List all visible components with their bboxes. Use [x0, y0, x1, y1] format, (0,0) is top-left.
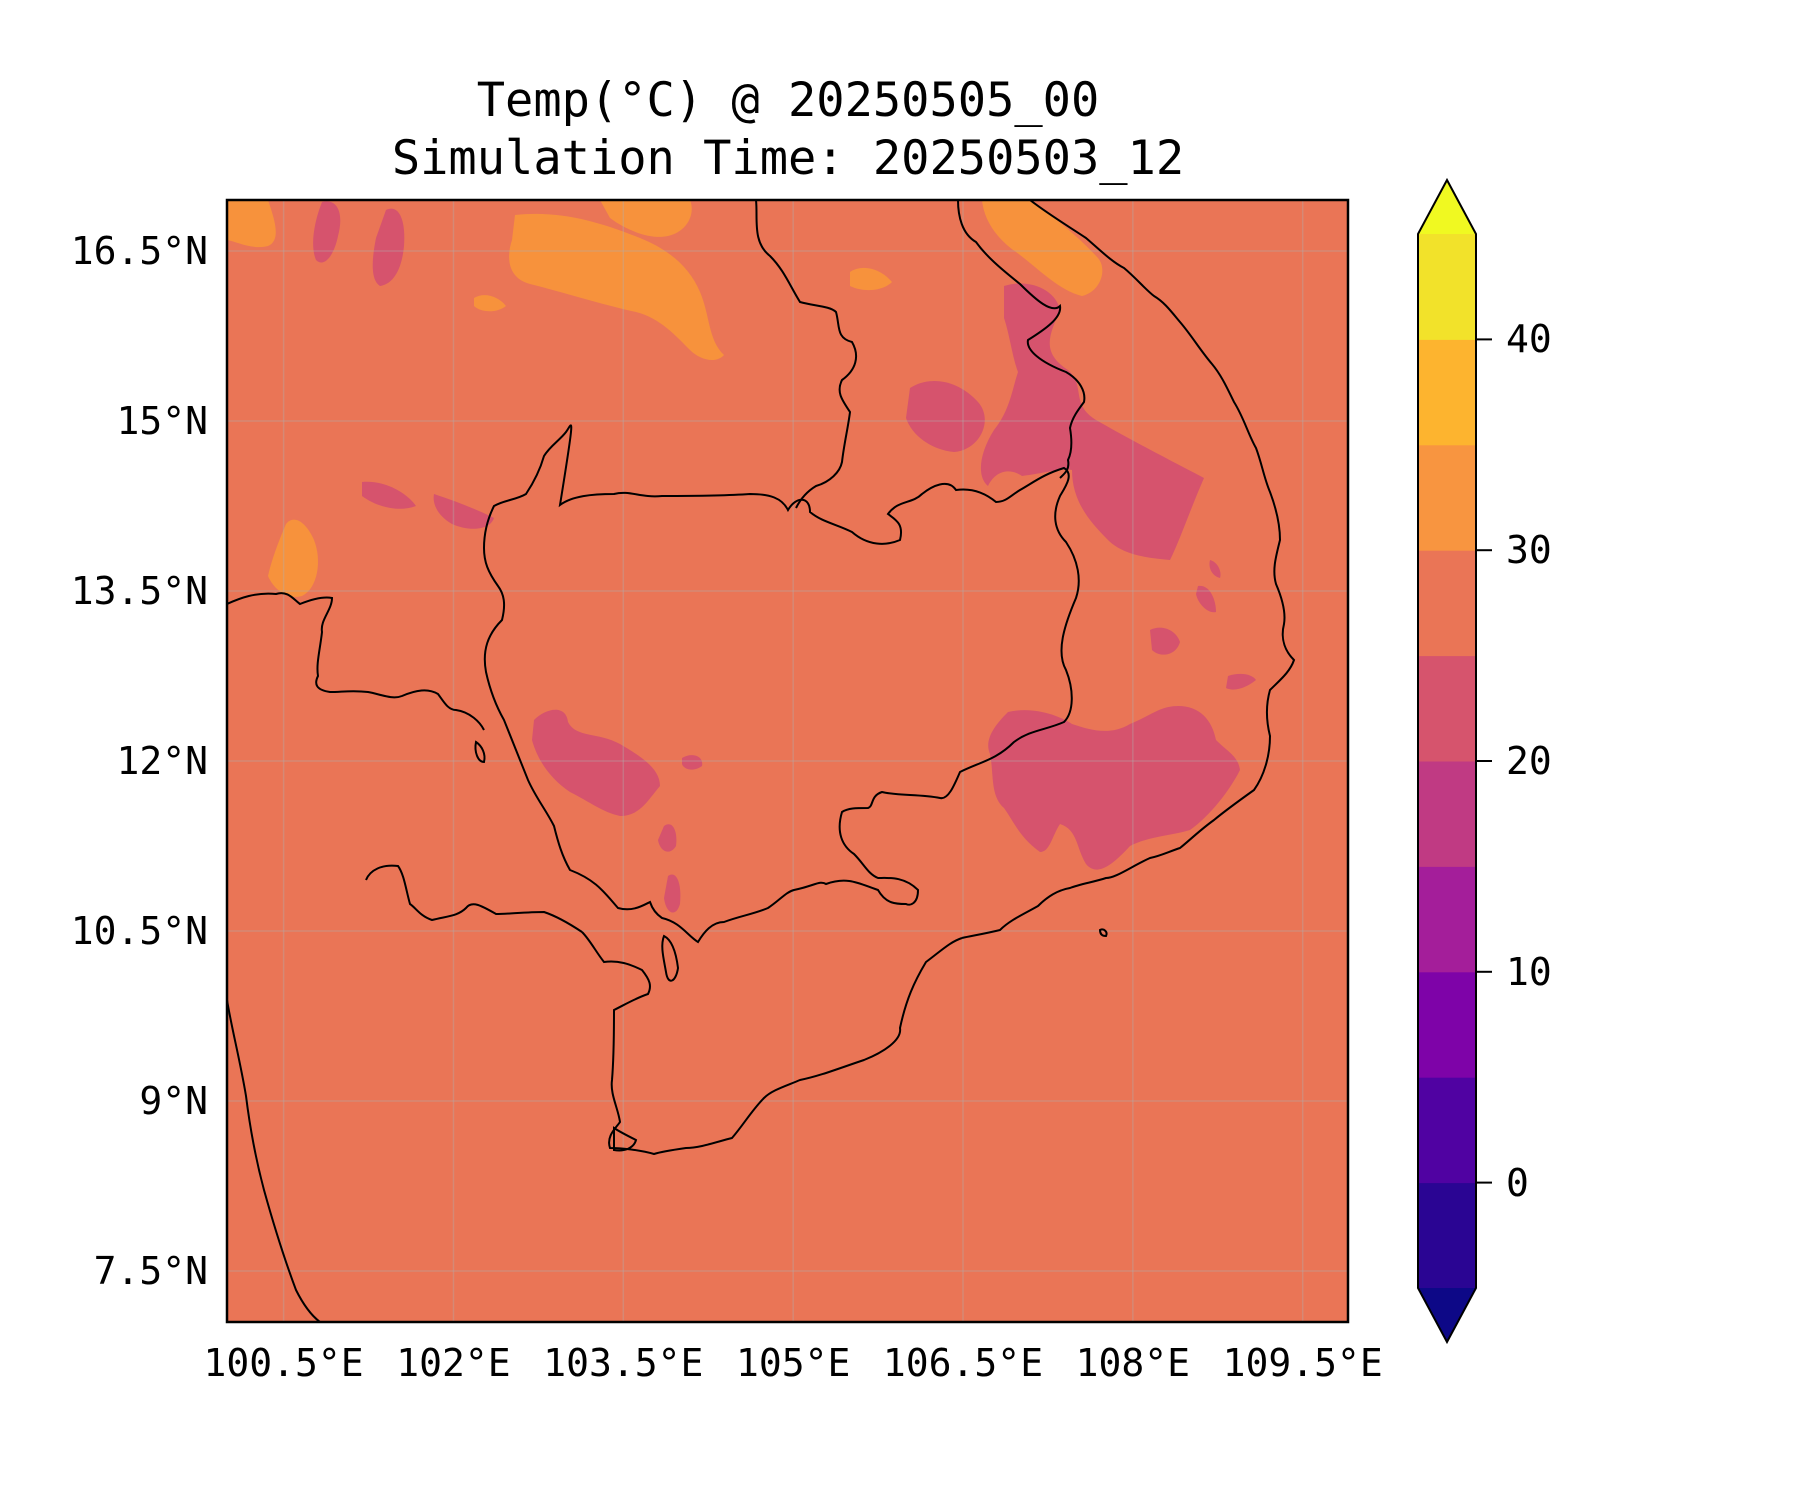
lat-tick-label: 7.5°N	[93, 1249, 208, 1293]
cool-region-small-g	[1209, 560, 1221, 578]
thailand-west-border	[227, 592, 485, 731]
colorbar-extend-max	[1418, 180, 1476, 234]
lat-tick-label: 15°N	[116, 399, 208, 443]
island-con-dao	[1098, 928, 1108, 938]
lat-tick-label: 12°N	[116, 739, 208, 783]
colorbar-bin-4	[1418, 761, 1476, 867]
cool-region-small-d	[1150, 627, 1180, 655]
warm-region-north-central	[509, 213, 724, 361]
lon-tick-label: 109.5°E	[1222, 1341, 1383, 1385]
warm-region-west	[268, 519, 318, 597]
colorbar-tick-label: 20	[1506, 739, 1552, 783]
warm-region-small-1	[850, 267, 892, 291]
colorbar-bin-6	[1418, 550, 1476, 657]
colorbar	[1417, 177, 1492, 1345]
colorbar-bin-7	[1418, 444, 1476, 551]
warm-region-northeast-coast	[982, 200, 1103, 296]
thailand-laos-border	[755, 200, 858, 509]
lon-tick-label: 108°E	[1075, 1341, 1191, 1385]
mekong-delta-coast	[581, 931, 963, 1156]
colorbar-bin-9	[1418, 234, 1476, 340]
cool-region-west-1	[362, 481, 416, 509]
colorbar-bin-5	[1418, 655, 1476, 762]
warm-region-north-top	[600, 200, 692, 237]
cool-region-northeast	[980, 283, 1204, 560]
warm-region-northwest	[227, 200, 276, 248]
colorbar-bin-0	[1418, 1182, 1476, 1289]
map-subtitle: Simulation Time: 20250503_12	[391, 131, 1185, 186]
lon-tick-label: 100.5°E	[203, 1341, 364, 1385]
island-phu-quoc	[613, 1126, 638, 1152]
colorbar-tick-label: 40	[1506, 317, 1552, 362]
coastlines-and-borders	[227, 200, 1296, 1322]
lat-tick-label: 10.5°N	[70, 909, 208, 953]
cool-region-small-c	[682, 755, 703, 770]
cool-region-north-1	[372, 208, 405, 286]
cool-regions	[313, 201, 1256, 913]
vietnam-coast	[961, 200, 1296, 939]
cool-region-small-f	[1226, 673, 1256, 690]
cambodia-border	[482, 424, 1080, 944]
warm-region-small-2	[474, 295, 506, 312]
map-frame	[225, 198, 1350, 1324]
colorbar-tick-label: 10	[1506, 949, 1552, 994]
cool-region-small-a	[658, 824, 677, 852]
cool-region-small-b	[664, 874, 681, 913]
lon-tick-label: 106.5°E	[882, 1341, 1044, 1385]
colorbar-tick-label: 30	[1506, 528, 1552, 573]
colorbar-outline	[1417, 177, 1477, 1345]
lon-tick-label: 103.5°E	[543, 1341, 704, 1385]
island-koh-kong	[474, 740, 486, 764]
gridlines	[227, 200, 1348, 1322]
colorbar-bin-8	[1418, 339, 1476, 446]
cool-region-south-central-highlands	[988, 706, 1240, 870]
lat-tick-label: 9°N	[139, 1079, 208, 1123]
lon-tick-label: 105°E	[735, 1341, 851, 1385]
lat-tick-label: 13.5°N	[70, 569, 208, 613]
cool-region-north-east-inner	[906, 380, 985, 452]
island-south	[661, 934, 680, 982]
cool-region-west-2	[433, 494, 494, 529]
thailand-peninsula-coast	[227, 999, 321, 1322]
colorbar-tick-label: 0	[1506, 1160, 1529, 1205]
laos-vietnam-border	[957, 200, 1086, 479]
cool-region-north-2	[313, 201, 341, 263]
colorbar-bin-2	[1418, 971, 1476, 1078]
gulf-of-thailand-coast	[365, 864, 583, 933]
cool-region-cambodia-west	[532, 709, 660, 816]
cool-region-small-e	[1196, 585, 1216, 613]
lat-tick-label: 16.5°N	[70, 229, 208, 273]
colorbar-bin-1	[1418, 1077, 1476, 1184]
lon-tick-label: 102°E	[396, 1341, 511, 1385]
warm-regions	[227, 200, 1103, 597]
colorbar-bin-3	[1418, 866, 1476, 973]
map-title: Temp(°C) @ 20250505_00	[476, 73, 1100, 128]
colorbar-extend-min	[1418, 1288, 1476, 1342]
